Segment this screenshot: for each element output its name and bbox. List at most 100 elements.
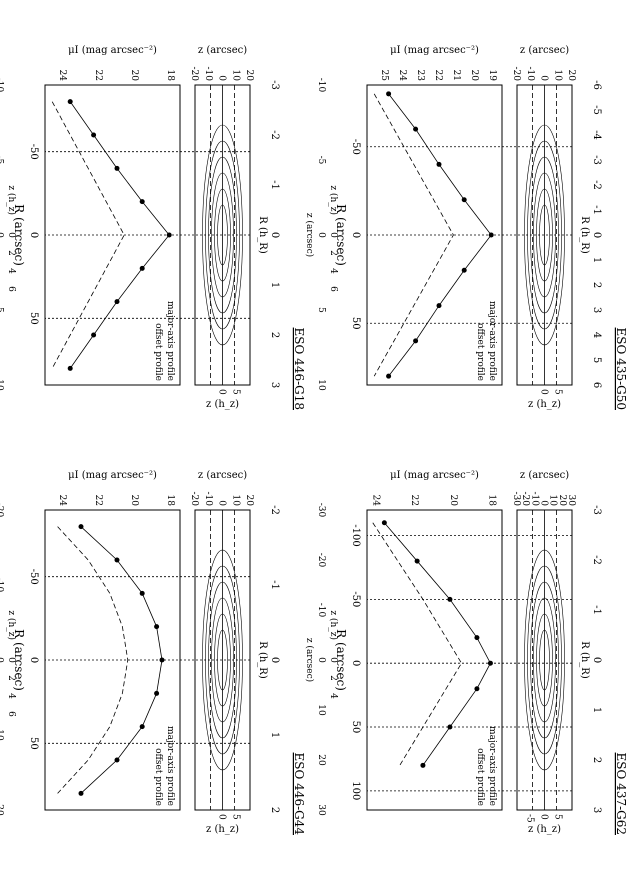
profile-data-point <box>436 303 442 309</box>
image-y-tick-label: 0 <box>217 500 227 506</box>
profile-y-tick-label: 18 <box>486 495 496 507</box>
x-tick-label: -100 <box>350 524 361 546</box>
image-y2-tick-label: -5 <box>525 814 535 823</box>
profile-y-tick-label: 19 <box>487 70 497 82</box>
vertical-x2-axis-label: z (h_z) <box>6 610 17 640</box>
x-tick-label: 0 <box>350 660 361 666</box>
profile-data-point <box>420 762 426 768</box>
vertical-x2-tick-label: 0 <box>6 232 16 238</box>
profile-y-tick-label: 24 <box>57 495 67 507</box>
x-axis-label: R (arcsec) <box>12 629 26 691</box>
vertical-x-tick-label: 5 <box>0 307 4 313</box>
x2-tick-label: 1 <box>591 707 602 713</box>
x-tick-label: 50 <box>28 737 39 750</box>
vertical-x2-tick-label: 0 <box>328 232 338 238</box>
profile-data-point <box>461 267 467 273</box>
vertical-x2-tick-label: 6 <box>6 286 16 292</box>
profile-series-line <box>373 93 454 377</box>
x2-tick-label: -1 <box>269 180 280 190</box>
profile-y-tick-label: 25 <box>379 70 389 82</box>
x2-tick-label: -2 <box>269 505 280 515</box>
vertical-x2-axis-label: z (h_z) <box>328 185 339 215</box>
image-y2-axis-label: z (h_z) <box>528 824 561 835</box>
image-y-tick-label: -10 <box>529 492 539 507</box>
x-tick-label: 50 <box>28 312 39 325</box>
x-tick-label: 0 <box>28 657 39 663</box>
profile-data-point <box>414 558 420 564</box>
profile-data-point <box>139 199 145 205</box>
x-tick-label: -50 <box>28 144 39 160</box>
x-axis-label: R (arcsec) <box>334 629 348 691</box>
vertical-x-tick-label: -5 <box>316 156 326 165</box>
x2-tick-label: 0 <box>591 657 602 663</box>
x-axis-label: R (arcsec) <box>12 204 26 266</box>
profile-data-point <box>154 624 160 630</box>
vertical-x2-tick-label: 0 <box>328 657 338 663</box>
profile-data-point <box>413 338 419 344</box>
profile-data-point <box>154 690 160 696</box>
x2-tick-label: -1 <box>269 580 280 590</box>
profile-data-point <box>91 132 97 138</box>
x2-tick-label: 3 <box>591 807 602 813</box>
vertical-x-tick-label: 0 <box>316 232 326 238</box>
x-tick-label: 0 <box>350 232 361 238</box>
profile-y-tick-label: 20 <box>129 70 139 82</box>
x2-tick-label: 2 <box>591 757 602 763</box>
series-legend-label: major-axis profile <box>165 726 175 806</box>
image-y-tick-label: -20 <box>520 492 530 507</box>
vertical-x-axis-label: z (arcsec) <box>304 213 315 257</box>
image-y2-tick-label: 0 <box>217 389 227 395</box>
vertical-x-tick-label: 30 <box>316 804 326 816</box>
image-y-tick-label: 10 <box>548 495 558 507</box>
profile-series-line <box>57 526 129 794</box>
image-y-tick-label: 30 <box>566 495 576 507</box>
profile-data-point <box>78 524 84 530</box>
x2-axis-label: R (h_R) <box>257 641 268 679</box>
x2-tick-label: 2 <box>591 282 602 288</box>
profile-data-point <box>139 724 145 730</box>
image-y-tick-label: -10 <box>203 492 213 507</box>
image-y2-axis-label: z (h_z) <box>206 399 239 410</box>
profile-y-tick-label: 22 <box>433 70 443 81</box>
vertical-x-tick-label: -10 <box>0 578 4 593</box>
series-legend-label: major-axis profile <box>487 726 497 806</box>
profile-y-tick-label: 24 <box>397 70 407 82</box>
profile-y-tick-label: 22 <box>409 495 419 506</box>
vertical-x-tick-label: 10 <box>0 729 4 741</box>
vertical-x2-axis-label: z (h_z) <box>6 185 17 215</box>
image-y-tick-label: -20 <box>511 67 521 82</box>
image-y-axis-label: z (arcsec) <box>198 45 247 56</box>
vertical-x-tick-label: -20 <box>0 503 4 518</box>
x2-tick-label: 2 <box>269 807 280 813</box>
profile-data-point <box>166 232 172 238</box>
profile-data-point <box>114 165 120 171</box>
profile-data-point <box>139 590 145 596</box>
image-y-tick-label: 0 <box>217 75 227 81</box>
x-tick-label: 100 <box>350 781 361 800</box>
image-y-tick-label: -30 <box>511 492 521 507</box>
vertical-x2-tick-label: 6 <box>6 711 16 717</box>
series-legend-label: offset profile <box>153 323 163 381</box>
vertical-x2-tick-label: 6 <box>328 286 338 292</box>
profile-data-point <box>159 657 165 663</box>
profile-series-line <box>384 522 491 766</box>
image-y-tick-label: 0 <box>539 75 549 81</box>
image-y-tick-label: -10 <box>203 67 213 82</box>
profile-data-point <box>436 161 442 167</box>
vertical-x-tick-label: -10 <box>316 78 326 93</box>
profile-y-tick-label: 22 <box>93 495 103 506</box>
vertical-x2-tick-label: 0 <box>6 657 16 663</box>
profile-y-axis-label: μI (mag arcsec⁻²) <box>68 470 157 481</box>
image-y2-tick-label: 0 <box>217 814 227 820</box>
profile-y-axis-label: μI (mag arcsec⁻²) <box>390 45 479 56</box>
x-tick-label: 50 <box>350 317 361 330</box>
chart-title: ESO 435-G50 <box>614 328 628 410</box>
vertical-x2-tick-label: 4 <box>6 693 16 699</box>
x-tick-label: 50 <box>350 721 361 734</box>
image-y-tick-label: 0 <box>539 500 549 506</box>
profile-data-point <box>67 99 73 105</box>
series-legend-label: offset profile <box>153 748 163 806</box>
